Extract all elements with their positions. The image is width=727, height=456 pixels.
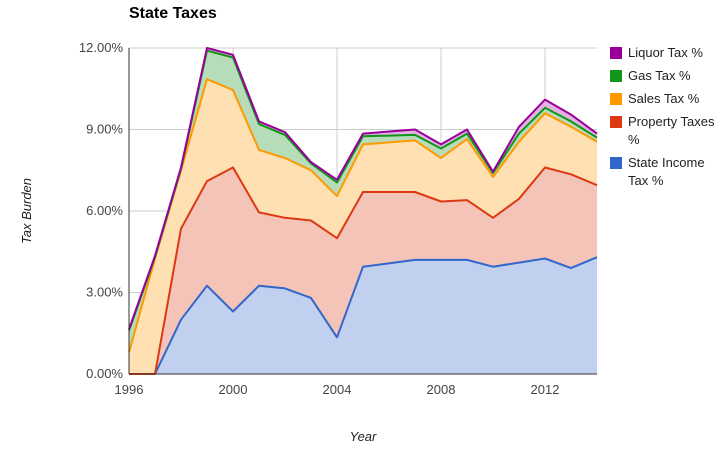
legend-swatch-property-taxes [610, 116, 622, 128]
x-tick-label: 2012 [531, 382, 560, 397]
y-axis-label: Tax Burden [19, 178, 34, 244]
line-liquor-tax [128, 47, 598, 330]
legend-label-sales-tax: Sales Tax % [628, 91, 700, 106]
line-state-income-tax [129, 256, 598, 375]
x-tick-label: 1996 [115, 382, 144, 397]
legend-swatch-sales-tax [610, 93, 622, 105]
line-sales-tax [128, 78, 598, 353]
legend-item-liquor-tax[interactable]: Liquor Tax % [610, 44, 727, 62]
legend-item-sales-tax[interactable]: Sales Tax % [610, 90, 727, 108]
legend: Liquor Tax % Gas Tax % Sales Tax % Prope… [610, 44, 727, 195]
legend-label-liquor-tax: Liquor Tax % [628, 45, 703, 60]
legend-item-property-taxes[interactable]: Property Taxes % [610, 113, 727, 149]
y-tick-label: 9.00% [86, 122, 123, 137]
x-tick-label: 2000 [219, 382, 248, 397]
legend-label-gas-tax: Gas Tax % [628, 68, 691, 83]
y-tick-label: 12.00% [79, 40, 124, 55]
y-tick-label: 6.00% [86, 203, 123, 218]
legend-label-state-income-tax: State Income Tax % [628, 155, 705, 188]
chart-title: State Taxes [129, 5, 217, 22]
stacked-areas [129, 48, 597, 374]
legend-swatch-state-income-tax [610, 157, 622, 169]
x-axis-label: Year [350, 429, 377, 444]
line-property-taxes [129, 166, 598, 375]
legend-swatch-liquor-tax [610, 47, 622, 59]
x-tick-label: 2008 [427, 382, 456, 397]
x-tick-label: 2004 [323, 382, 352, 397]
area-state-income-tax [129, 257, 597, 374]
legend-item-gas-tax[interactable]: Gas Tax % [610, 67, 727, 85]
area-sales-tax [129, 79, 597, 374]
legend-swatch-gas-tax [610, 70, 622, 82]
legend-item-state-income-tax[interactable]: State Income Tax % [610, 154, 727, 190]
series-lines [128, 47, 598, 375]
area-property-taxes [129, 167, 597, 374]
y-tick-label: 3.00% [86, 285, 123, 300]
axes: 0.00% 3.00% 6.00% 9.00% 12.00% 1996 2000 2004 20… [79, 40, 597, 397]
y-tick-label: 0.00% [86, 366, 123, 381]
legend-label-property-taxes: Property Taxes % [628, 114, 715, 147]
